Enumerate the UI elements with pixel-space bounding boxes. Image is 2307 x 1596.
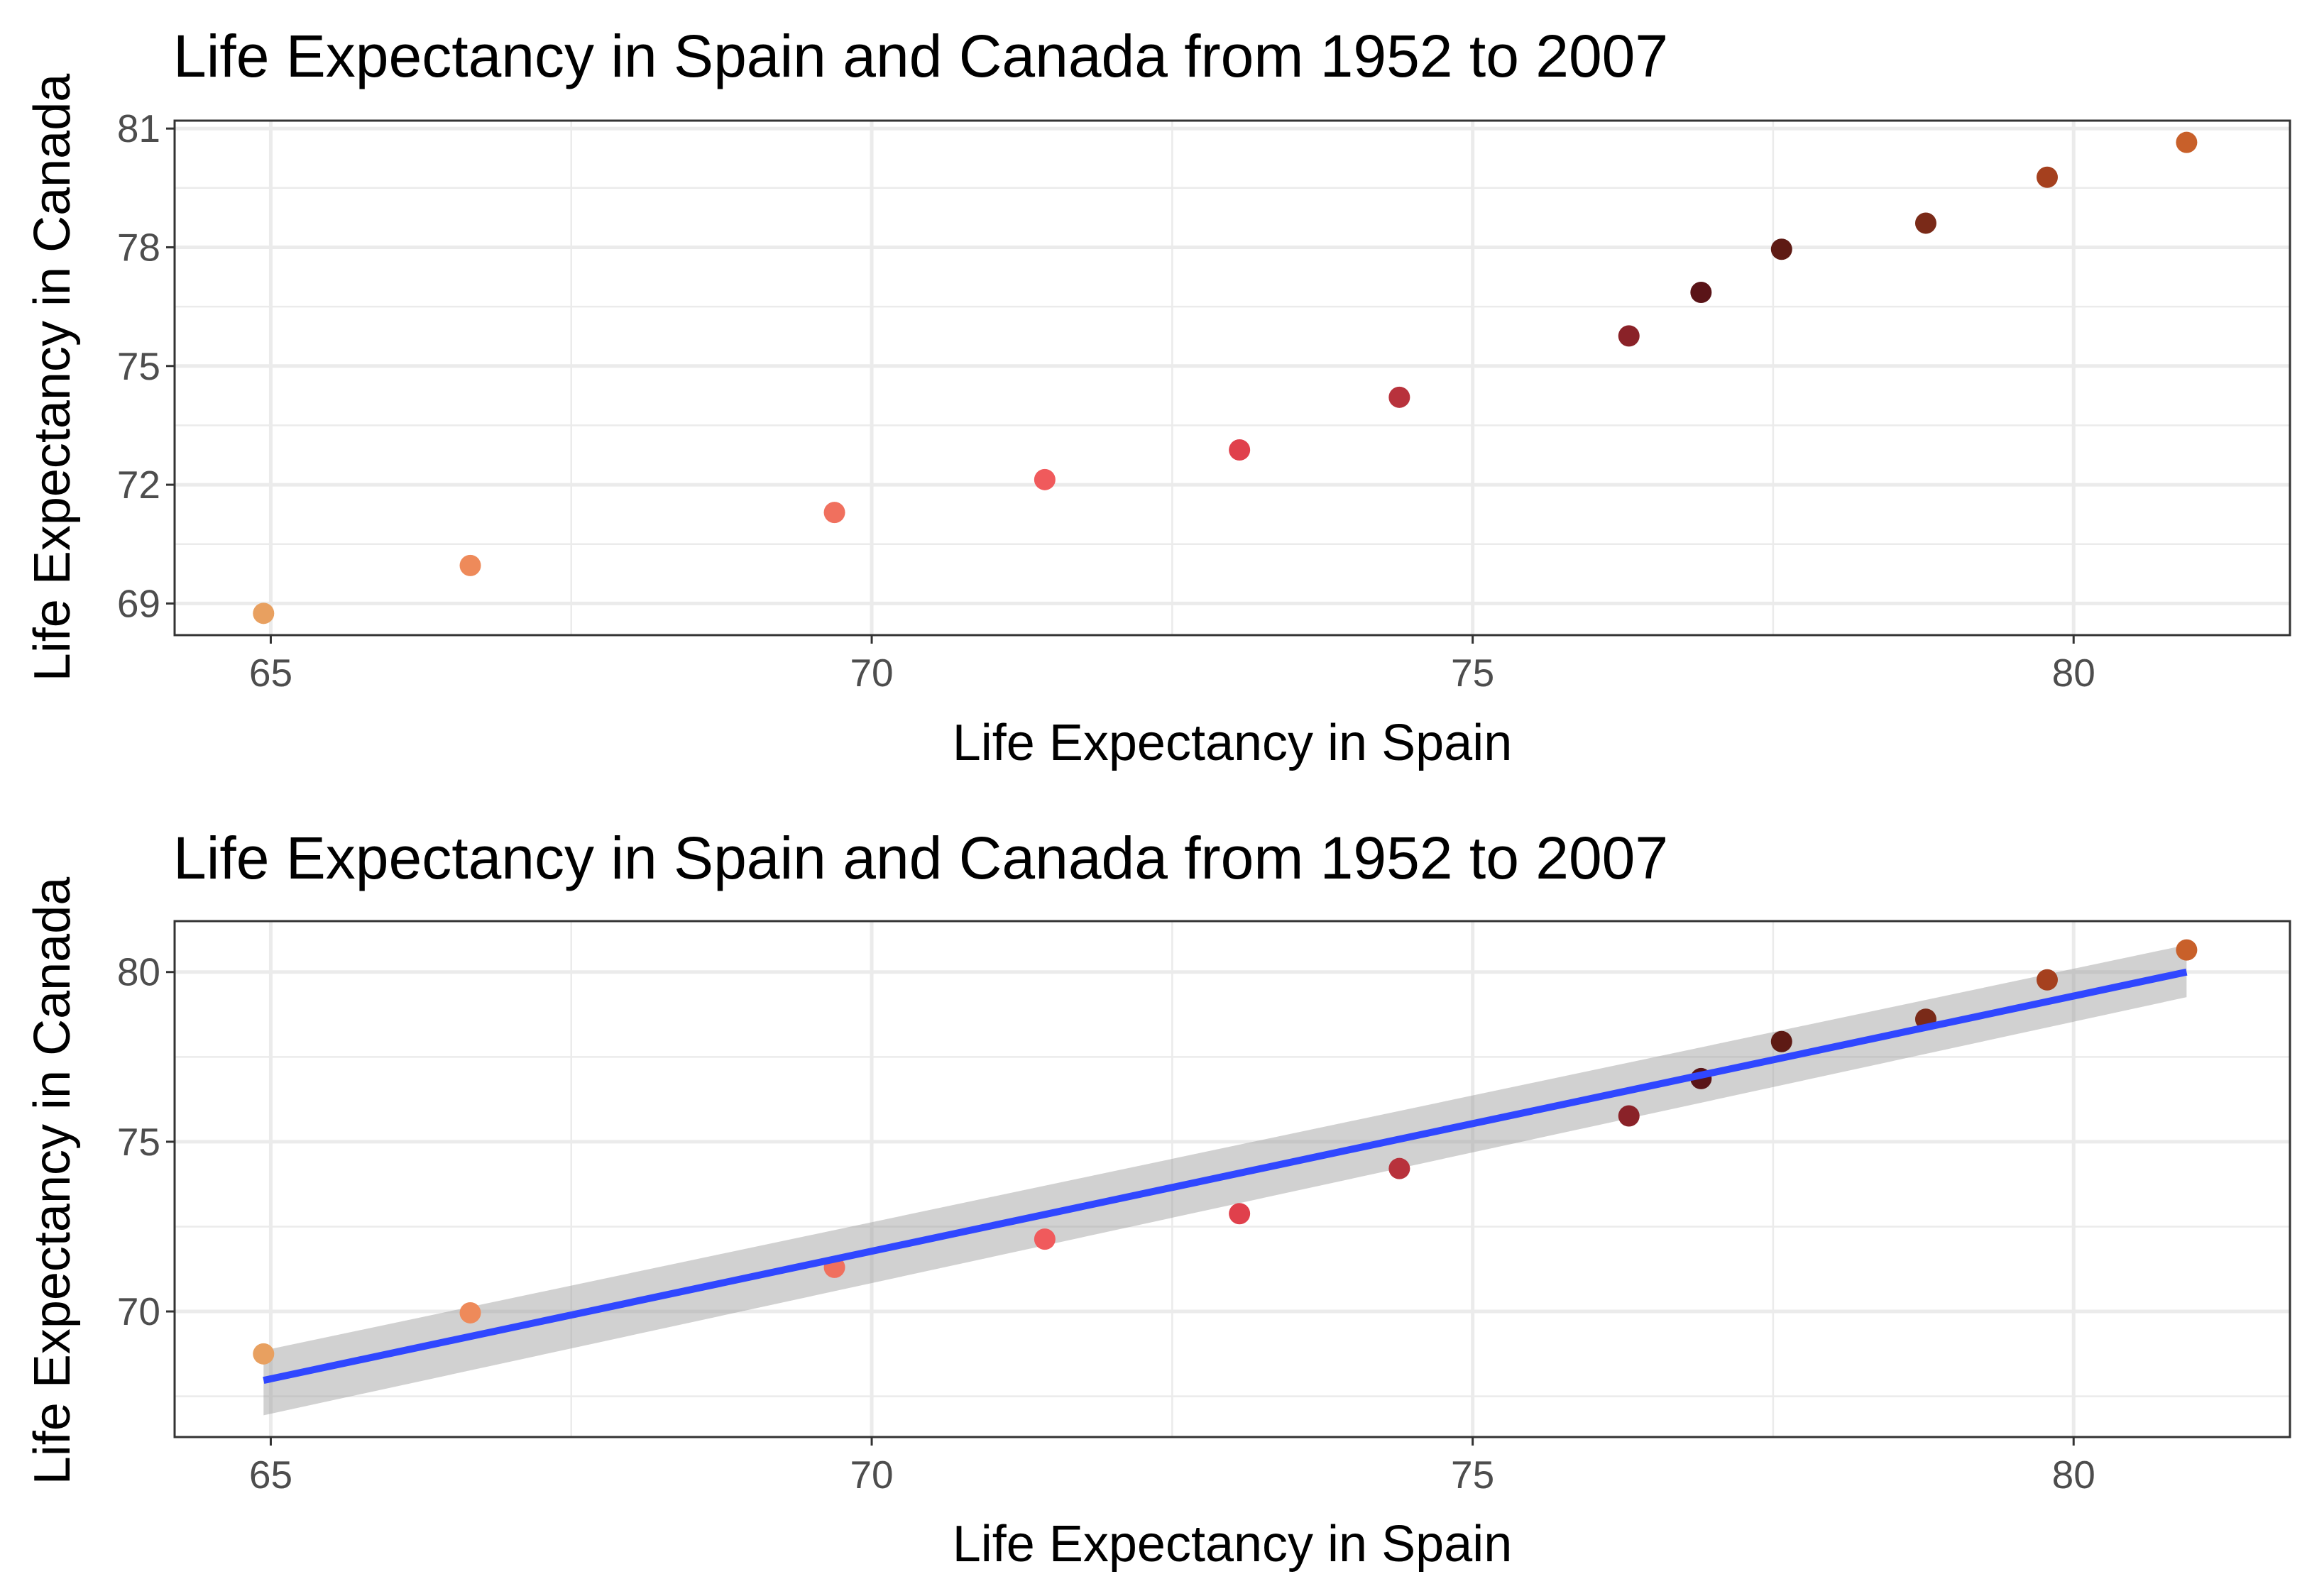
chart-1-y-tick-label: 81 [117, 106, 160, 150]
chart-2-data-point [1034, 1228, 1056, 1250]
chart-1-data-point [1229, 439, 1251, 461]
chart-2-trend-line-group [263, 968, 2188, 1385]
chart-1-data-point [1388, 386, 1410, 408]
chart-2-data-point [1229, 1203, 1251, 1225]
chart-2-trend [263, 945, 2187, 1416]
chart-1-data-point [1034, 468, 1056, 490]
chart-1-data-point [1770, 238, 1792, 260]
chart-2-x-tick-label: 80 [2052, 1453, 2095, 1497]
chart-1-data-point [253, 602, 275, 624]
chart-2-confidence-band [263, 945, 2187, 1416]
chart-1: Life Expectancy in Spain and Canada from… [24, 23, 2291, 771]
chart-1-x-axis-title: Life Expectancy in Spain [953, 715, 1512, 771]
chart-2-title: Life Expectancy in Spain and Canada from… [173, 825, 1668, 891]
chart-2-data-point [1618, 1105, 1640, 1127]
chart-2-points [253, 939, 2198, 1365]
chart-1-data-point [1618, 325, 1640, 347]
chart-2-data-point [1770, 1030, 1792, 1052]
chart-1-x-tick-label: 80 [2052, 651, 2095, 695]
chart-2-trend-line [263, 968, 2188, 1385]
chart-2-y-axis: 70 75 80 [117, 950, 175, 1333]
chart-2-y-tick-label: 70 [117, 1289, 160, 1333]
chart-2-panel-background [175, 921, 2290, 1437]
chart-2-data-point [2176, 939, 2198, 961]
chart-2-y-tick-label: 75 [117, 1120, 160, 1164]
chart-2-x-tick-label: 75 [1451, 1453, 1494, 1497]
chart-1-data-point [2176, 131, 2198, 153]
chart-1-gridlines [175, 121, 2290, 635]
chart-2-data-point [2036, 969, 2058, 991]
chart-1-x-tick-label: 70 [850, 651, 893, 695]
chart-2-x-axis-title: Life Expectancy in Spain [953, 1516, 1512, 1573]
chart-1-panel-background [175, 121, 2290, 635]
chart-1-x-axis: 65 70 75 80 [249, 635, 2095, 695]
chart-1-y-tick-label: 75 [117, 344, 160, 388]
chart-1-y-axis: 69 72 75 78 81 [117, 106, 175, 625]
chart-2: Life Expectancy in Spain and Canada from… [24, 825, 2291, 1573]
chart-1-y-axis-title: Life Expectancy in Canada [24, 73, 81, 682]
chart-1-data-point [459, 554, 481, 576]
chart-2-x-tick-label: 65 [249, 1453, 292, 1497]
chart-1-y-tick-label: 72 [117, 463, 160, 507]
chart-2-panel-border [173, 920, 2291, 1438]
chart-2-x-tick-label: 70 [850, 1453, 893, 1497]
chart-2-data-point [253, 1343, 275, 1365]
chart-1-y-tick-label: 78 [117, 225, 160, 269]
chart-1-points [253, 131, 2198, 624]
chart-1-title: Life Expectancy in Spain and Canada from… [173, 23, 1668, 89]
chart-1-data-point [1914, 212, 1936, 234]
chart-1-data-point [2036, 166, 2058, 188]
chart-2-x-axis: 65 70 75 80 [249, 1437, 2095, 1497]
chart-2-data-point [1388, 1157, 1410, 1179]
chart-1-x-tick-label: 65 [249, 651, 292, 695]
chart-2-y-tick-label: 80 [117, 950, 160, 994]
chart-1-panel-border [173, 119, 2291, 637]
chart-1-data-point [823, 502, 845, 524]
chart-2-y-axis-title: Life Expectancy in Canada [24, 876, 81, 1485]
chart-1-data-point [1690, 282, 1712, 304]
chart-2-data-point [459, 1301, 481, 1323]
chart-1-y-tick-label: 69 [117, 581, 160, 625]
chart-1-x-tick-label: 75 [1451, 651, 1494, 695]
